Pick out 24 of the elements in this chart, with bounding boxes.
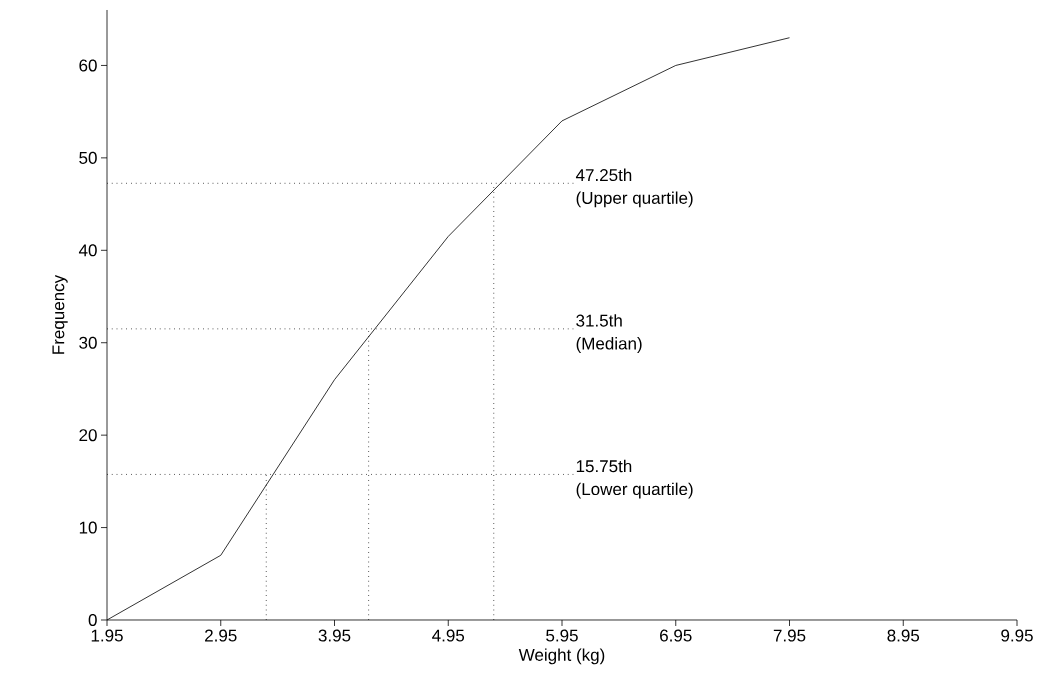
x-tick-label: 2.95 xyxy=(205,629,237,642)
x-axis-title: Weight (kg) xyxy=(518,648,605,665)
annotation: (Median) xyxy=(576,337,642,353)
x-tick-label: 3.95 xyxy=(318,629,351,642)
y-tick-label: 40 xyxy=(78,244,97,257)
y-tick-label: 20 xyxy=(79,429,97,442)
x-tick-label: 8.95 xyxy=(887,629,920,642)
x-tick-label: 6.95 xyxy=(660,629,692,642)
ref-line-label: 31.5th xyxy=(576,314,622,327)
x-tick-label: 4.95 xyxy=(432,629,465,642)
y-tick-label: 60 xyxy=(79,59,97,72)
y-tick-label: 30 xyxy=(79,336,97,349)
x-tick-label: 9.95 xyxy=(1001,629,1033,642)
y-tick-label: 50 xyxy=(79,151,97,164)
y-axis-title: Frequency xyxy=(52,274,68,354)
y-tick-label: 10 xyxy=(79,521,97,534)
ref-line-label: 15.75th xyxy=(576,459,632,473)
y-tick-label: 0 xyxy=(88,613,97,627)
x-tick-label: 7.95 xyxy=(773,629,806,642)
ref-line-label: 47.25th xyxy=(575,168,632,182)
annotation: (Lower quartile) xyxy=(576,482,693,499)
x-tick-label: 5.95 xyxy=(546,629,578,642)
x-tick-label: 1.95 xyxy=(91,629,123,642)
annotation: (Upper quartile) xyxy=(576,191,693,208)
